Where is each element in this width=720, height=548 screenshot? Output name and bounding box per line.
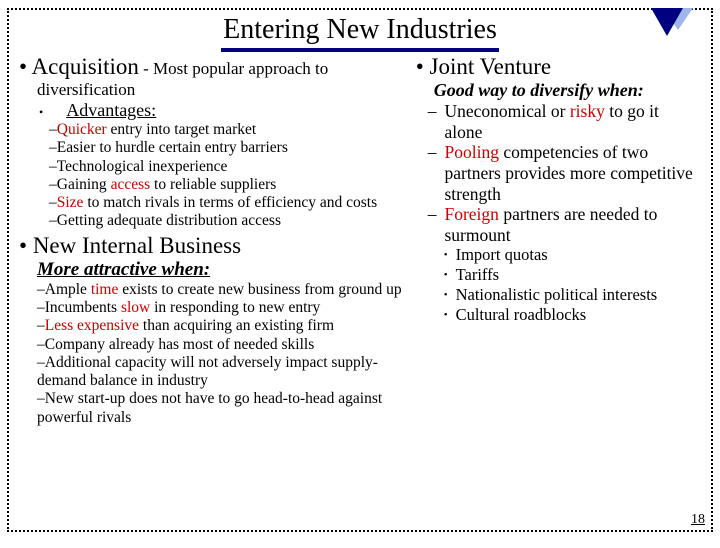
more-attractive: More attractive when:: [37, 259, 408, 281]
list-item: Technological inexperience: [49, 158, 408, 176]
jv-list: –Uneconomical or risky to go it alone–Po…: [428, 101, 701, 245]
columns: Acquisition - Most popular approach to d…: [19, 54, 701, 427]
list-item: Getting adequate distribution access: [49, 212, 408, 230]
list-item: –Uneconomical or risky to go it alone: [428, 101, 701, 142]
slide-frame: Entering New Industries Acquisition - Mo…: [7, 8, 713, 532]
title-wrap: Entering New Industries: [19, 14, 701, 52]
page-number: 18: [691, 512, 705, 528]
jv-text: Joint Venture: [416, 54, 551, 79]
list-item: Gaining access to reliable suppliers: [49, 176, 408, 194]
list-item: Quicker entry into target market: [49, 121, 408, 139]
list-item: Ample time exists to create new business…: [37, 281, 408, 299]
list-item: Incumbents slow in responding to new ent…: [37, 299, 408, 317]
advantages-list: Quicker entry into target marketEasier t…: [49, 121, 408, 231]
list-item: •Tariffs: [444, 265, 701, 285]
list-item: Less expensive than acquiring an existin…: [37, 317, 408, 335]
nib-heading: New Internal Business: [19, 233, 408, 259]
list-item: Additional capacity will not adversely i…: [37, 354, 408, 391]
list-item: New start-up does not have to go head-to…: [37, 390, 408, 427]
list-item: •Import quotas: [444, 245, 701, 265]
acquisition-heading: Acquisition - Most popular approach to: [19, 54, 408, 80]
nib-list: Ample time exists to create new business…: [37, 281, 408, 427]
right-column: Joint Venture Good way to diversify when…: [416, 54, 701, 427]
list-item: –Pooling competencies of two partners pr…: [428, 142, 701, 204]
left-column: Acquisition - Most popular approach to d…: [19, 54, 408, 427]
slide-title: Entering New Industries: [221, 14, 499, 52]
list-item: Easier to hurdle certain entry barriers: [49, 139, 408, 157]
nib-text: New Internal Business: [19, 233, 241, 258]
list-item: –Foreign partners are needed to surmount: [428, 204, 701, 245]
jv-sub-list: •Import quotas•Tariffs•Nationalistic pol…: [444, 245, 701, 324]
advantages-label-row: Advantages:: [19, 100, 408, 121]
list-item: •Cultural roadblocks: [444, 305, 701, 325]
jv-heading: Joint Venture: [416, 54, 701, 80]
list-item: Size to match rivals in terms of efficie…: [49, 194, 408, 212]
advantages-label: Advantages:: [66, 100, 156, 120]
acq-line2: diversification: [37, 80, 408, 100]
acq-tail: - Most popular approach to: [139, 59, 328, 78]
acq-head: Acquisition: [19, 54, 139, 79]
adv-bullet: [39, 103, 46, 120]
list-item: Company already has most of needed skill…: [37, 336, 408, 354]
list-item: •Nationalistic political interests: [444, 285, 701, 305]
jv-good: Good way to diversify when:: [434, 80, 701, 101]
